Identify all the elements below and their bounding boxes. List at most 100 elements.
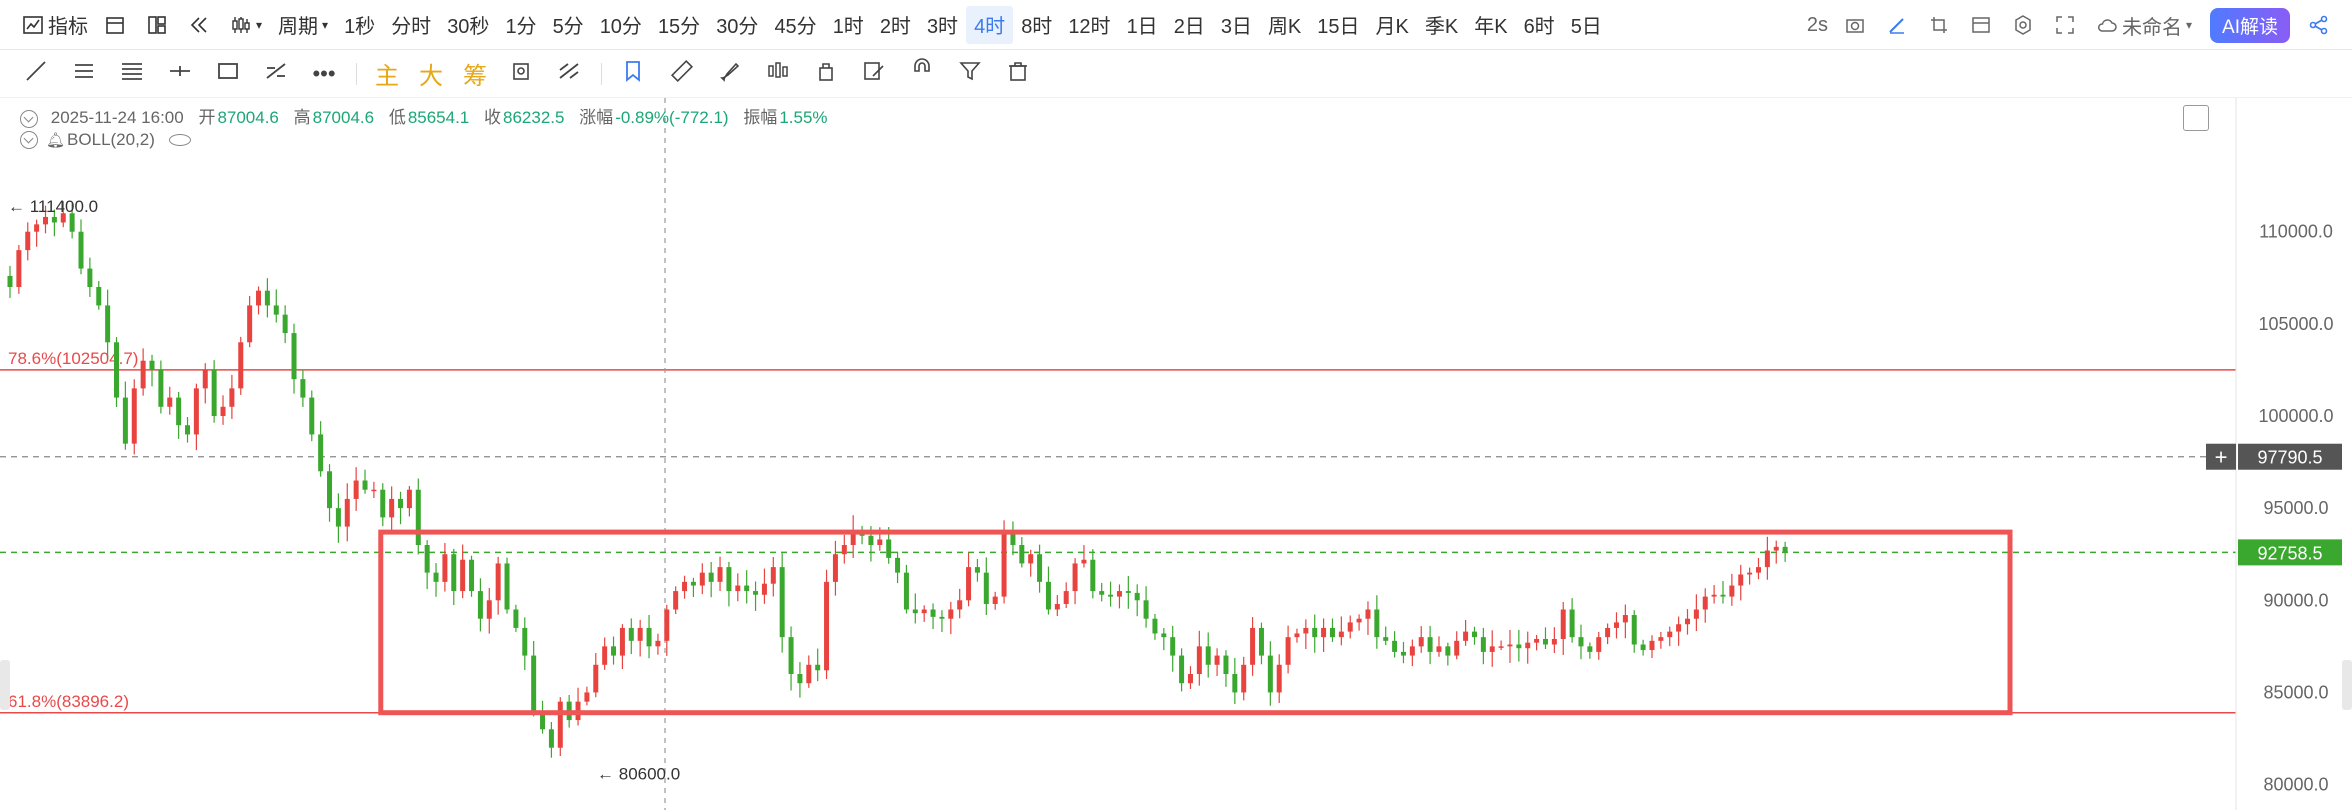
candle-body — [504, 563, 510, 610]
period-item[interactable]: 3时 — [926, 16, 959, 38]
text-tools: 主大筹 — [365, 54, 497, 94]
left-panel-toggle[interactable] — [0, 660, 10, 710]
candle-body — [903, 572, 909, 610]
period-item[interactable]: 30分 — [716, 16, 759, 38]
period-item[interactable]: 15日 — [1317, 16, 1360, 38]
period-item[interactable]: 45分 — [774, 16, 817, 38]
chart-type-button[interactable]: ▾ — [222, 6, 270, 44]
plus-icon[interactable]: + — [2215, 445, 2228, 470]
period-item[interactable]: 1秒 — [344, 16, 376, 38]
add-alert-button[interactable] — [2206, 443, 2236, 470]
period-item[interactable]: 5日 — [1570, 16, 1602, 38]
period-item[interactable]: 12时 — [1068, 16, 1111, 38]
chevron-down-icon: ▾ — [322, 17, 329, 32]
draw-button[interactable] — [1878, 6, 1920, 44]
note-tool[interactable] — [850, 54, 898, 94]
candle-body — [1658, 637, 1664, 641]
crop-button[interactable] — [1920, 6, 1962, 44]
candle-body — [1463, 631, 1469, 641]
calendar-button[interactable] — [96, 6, 138, 44]
candle-body — [291, 333, 297, 380]
consolidation-rectangle[interactable] — [378, 529, 2013, 716]
pattern-tool[interactable] — [754, 54, 802, 94]
delete-drawings-button[interactable] — [994, 54, 1042, 94]
period-item[interactable]: 3日 — [1220, 16, 1252, 38]
ai-analysis-button[interactable]: AI解读 — [2210, 7, 2290, 43]
cloud-save-dropdown[interactable]: 未命名 ▾ — [2088, 6, 2200, 44]
fullscreen-button[interactable] — [2046, 6, 2088, 44]
candle-body — [442, 554, 448, 582]
period-item[interactable]: 1时 — [832, 16, 864, 38]
candlestick-chart[interactable]: 78.6%(102504.7) 61.8%(83896.2) 80000.0 850… — [0, 98, 2352, 810]
period-item[interactable]: 周K — [1267, 16, 1302, 38]
settings-button[interactable] — [2004, 6, 2046, 44]
period-label: 周期 — [278, 16, 319, 38]
candle-body — [557, 701, 563, 748]
candle-body — [380, 489, 386, 518]
right-toolbar: 2s 未命名 ▾ AI解读 — [1799, 0, 2352, 50]
period-item[interactable]: 2日 — [1173, 16, 1205, 38]
screenshot-button[interactable] — [1836, 6, 1878, 44]
period-item[interactable]: 30秒 — [447, 16, 490, 38]
candle-body — [1099, 591, 1105, 595]
chart-fullscreen-icon[interactable] — [2183, 105, 2209, 131]
period-item[interactable]: 1日 — [1126, 16, 1158, 38]
candle-body — [25, 231, 31, 251]
lock-tool[interactable] — [802, 54, 850, 94]
period-item[interactable]: 8时 — [1021, 16, 1053, 38]
text-tool-item[interactable]: 主 — [375, 63, 399, 90]
layout-button[interactable] — [138, 6, 180, 44]
period-item[interactable]: 季K — [1424, 16, 1459, 38]
measure-tool[interactable] — [252, 54, 300, 94]
bell-icon[interactable]: 🔔︎ — [46, 132, 66, 149]
period-dropdown[interactable]: 周期 ▾ — [270, 6, 336, 44]
collapse-icon[interactable] — [20, 131, 38, 149]
candle-body — [1108, 594, 1114, 597]
price-axis: 80000.0 85000.0 90000.0 95000.0 100000.0 1050… — [2206, 98, 2342, 810]
text-tool-item[interactable]: 大 — [419, 63, 443, 90]
candle-body — [1037, 554, 1043, 582]
copy-tool[interactable] — [497, 54, 545, 94]
fib-tool[interactable] — [108, 54, 156, 94]
candle-body — [327, 471, 333, 509]
template-button[interactable] — [1962, 6, 2004, 44]
candle-body — [1764, 550, 1770, 568]
period-item[interactable]: 年K — [1474, 16, 1508, 38]
refresh-interval[interactable]: 2s — [1799, 6, 1836, 44]
period-item[interactable]: 4时 — [966, 5, 1014, 44]
period-item[interactable]: 5分 — [552, 16, 584, 38]
horizontal-line-tool[interactable] — [156, 54, 204, 94]
filter-tool[interactable] — [946, 54, 994, 94]
rectangle-tool[interactable] — [204, 54, 252, 94]
brush-tool[interactable] — [706, 54, 754, 94]
text-tool-item[interactable]: 筹 — [463, 63, 487, 90]
candle-body — [806, 664, 812, 684]
trend-line-tool[interactable] — [12, 54, 60, 94]
period-item[interactable]: 2时 — [879, 16, 911, 38]
period-item[interactable]: 月K — [1375, 16, 1409, 38]
period-item[interactable]: 6时 — [1523, 16, 1555, 38]
period-item[interactable]: 10分 — [599, 16, 642, 38]
indicator-button[interactable]: 指标 — [0, 6, 96, 44]
more-tools-button[interactable]: ••• — [300, 54, 348, 94]
share-button[interactable] — [2300, 6, 2352, 44]
magnet-tool[interactable] — [898, 54, 946, 94]
eye-icon[interactable] — [168, 134, 191, 146]
period-item[interactable]: 1分 — [505, 16, 537, 38]
period-item[interactable]: 分时 — [391, 16, 432, 38]
bookmark-tool[interactable] — [610, 54, 658, 94]
open-value: 87004.6 — [217, 108, 279, 127]
candle-body — [318, 434, 324, 472]
right-panel-toggle[interactable] — [2342, 660, 2352, 710]
collapse-icon[interactable] — [20, 109, 38, 128]
parallel-channel-tool[interactable] — [60, 54, 108, 94]
ruler-tool[interactable] — [658, 54, 706, 94]
period-item[interactable]: 15分 — [657, 16, 701, 38]
candle-body — [761, 583, 767, 595]
candle-body — [1667, 631, 1673, 638]
replay-button[interactable] — [180, 6, 222, 44]
candle-body — [824, 581, 830, 671]
range-box[interactable] — [378, 529, 2013, 716]
candle-body — [779, 567, 785, 638]
transfer-tool[interactable] — [545, 54, 593, 94]
